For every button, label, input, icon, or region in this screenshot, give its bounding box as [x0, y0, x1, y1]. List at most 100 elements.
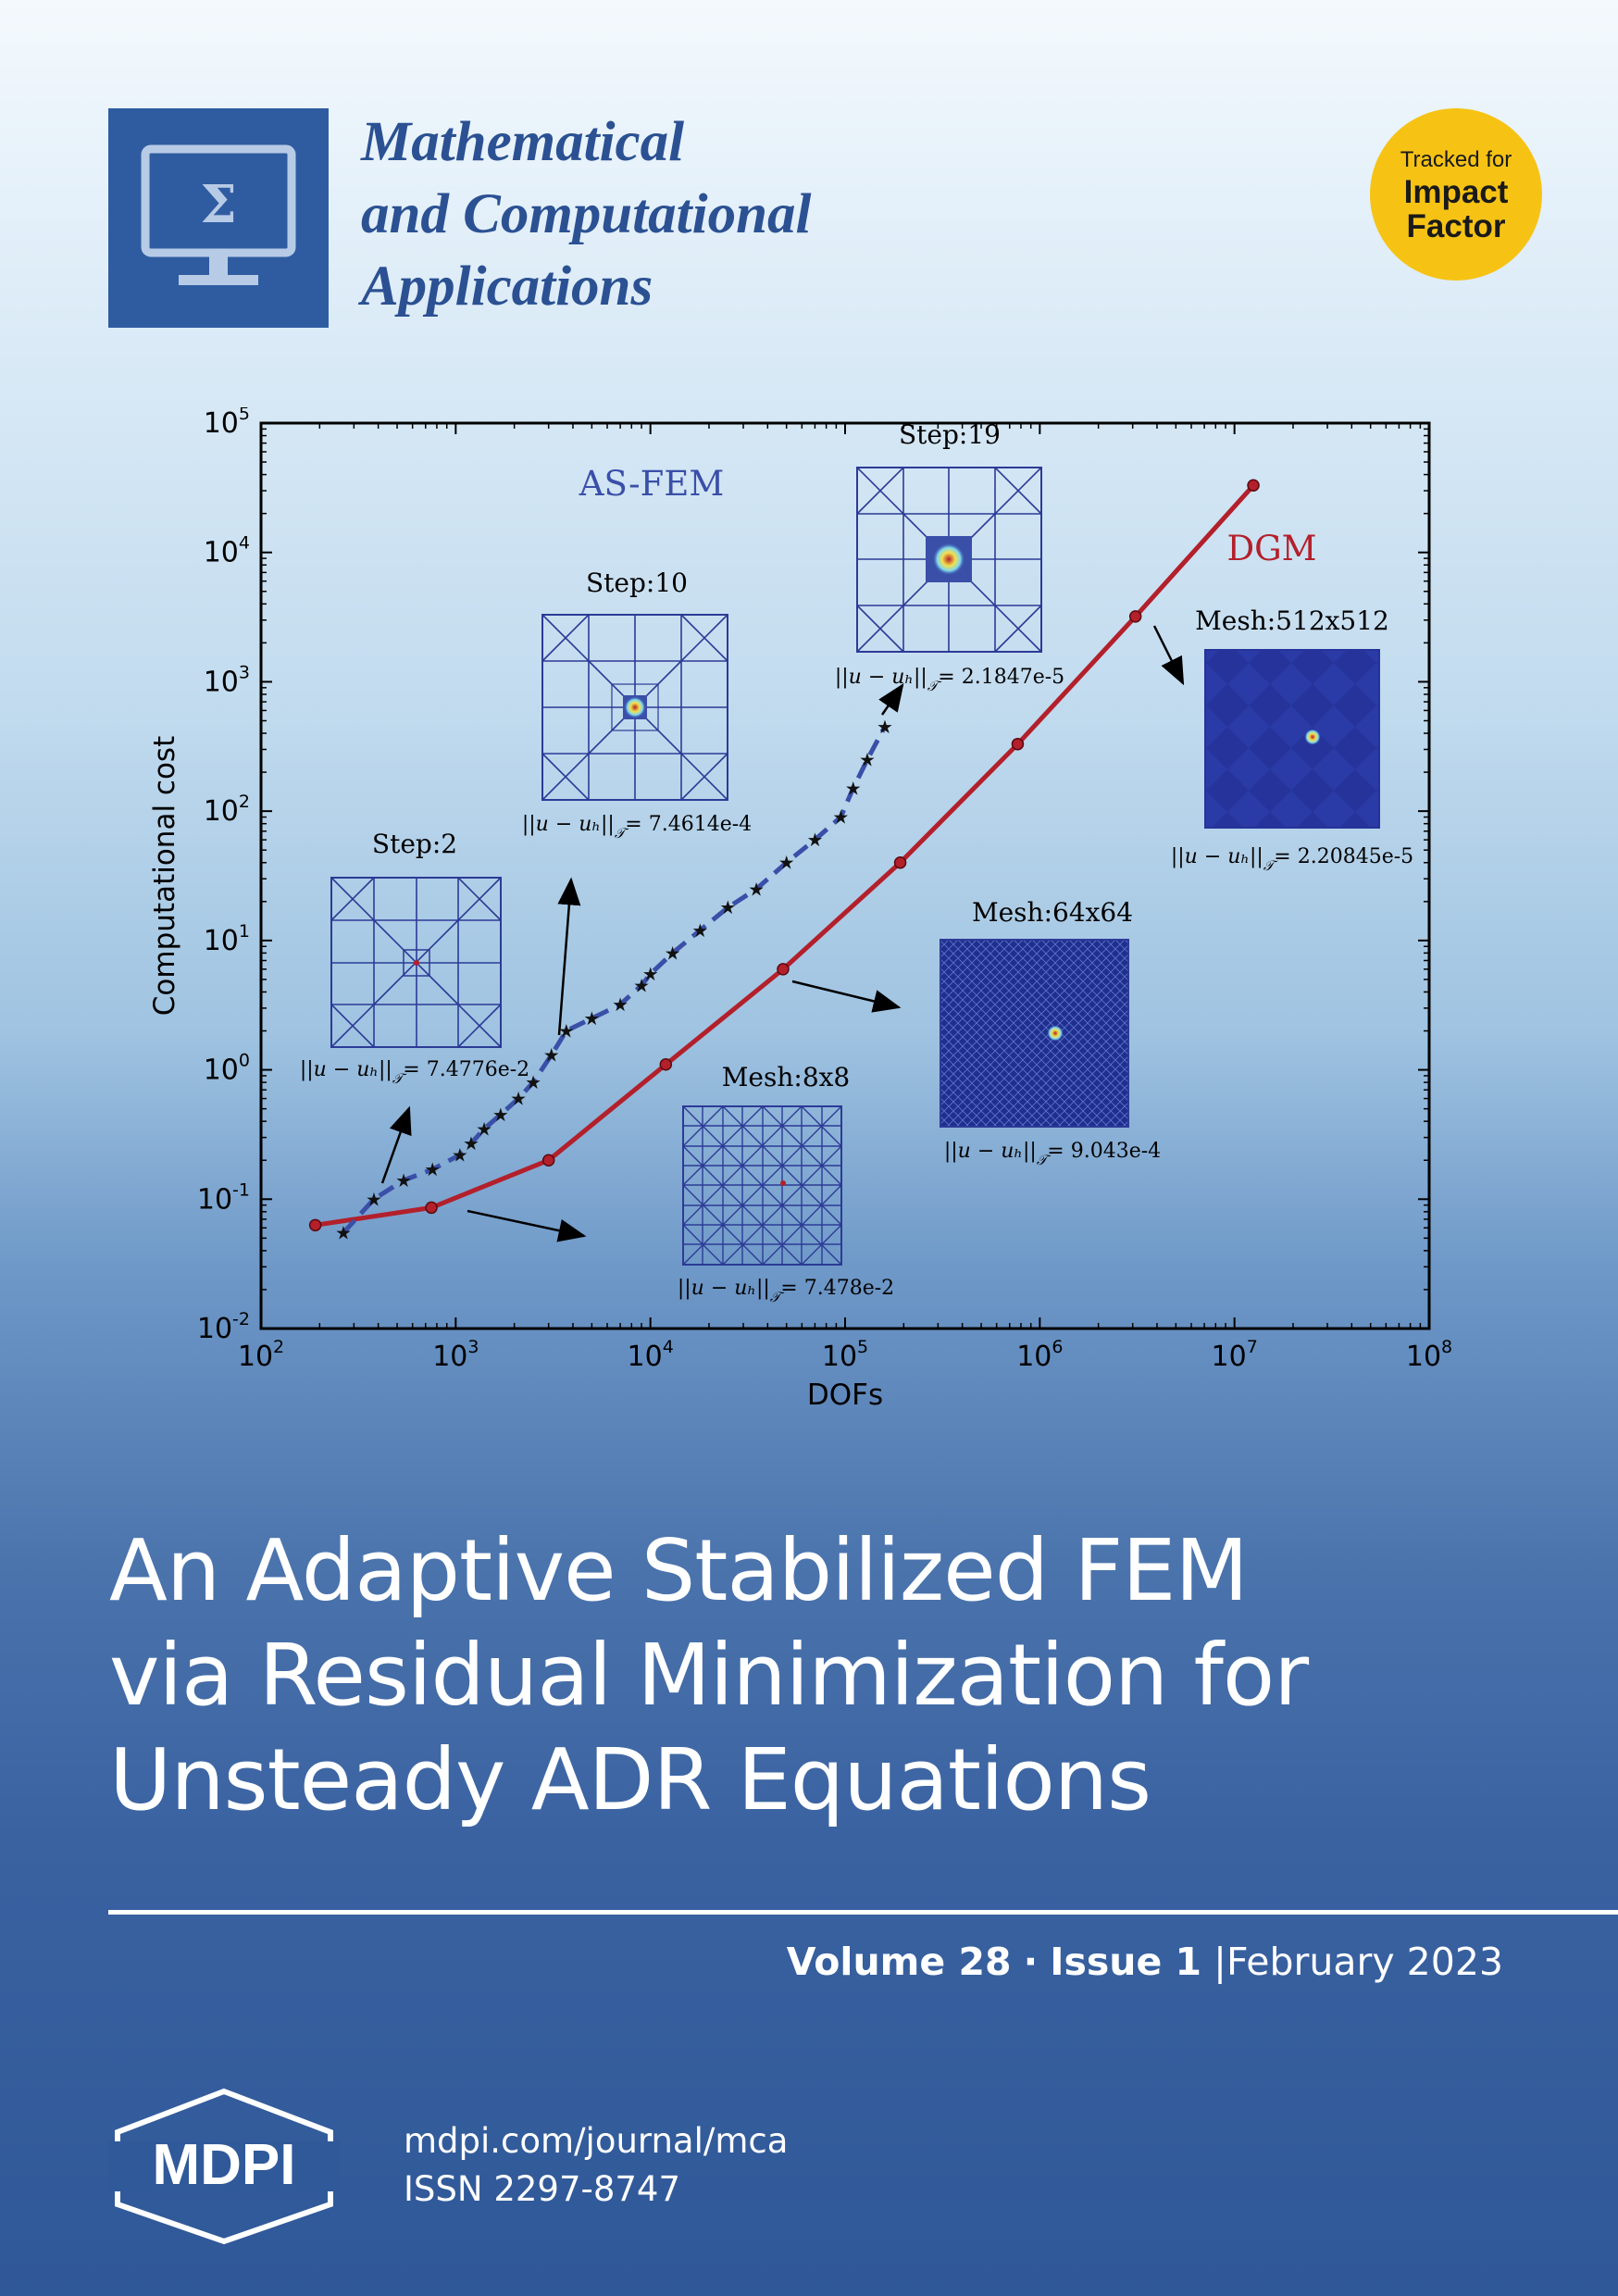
x-tick-exponent: 2: [273, 1337, 284, 1357]
inset-mesh-64x64: Mesh:64x64: [940, 897, 1133, 1128]
x-tick-label: 104: [628, 1337, 674, 1373]
inset-mesh-8x8: Mesh:8x8: [682, 1062, 851, 1266]
asfem-point: ★: [335, 1222, 352, 1244]
y-tick-label: 102: [204, 792, 250, 828]
asfem-point: ★: [452, 1143, 468, 1166]
asfem-point: ★: [525, 1071, 541, 1093]
asfem-point: ★: [492, 1104, 509, 1126]
mdpi-wordmark: MDPI: [153, 2133, 296, 2197]
asfem-point: ★: [877, 716, 893, 738]
x-tick-base: 10: [822, 1341, 857, 1373]
asfem-point: ★: [748, 878, 765, 900]
x-axis-label: DOFs: [807, 1379, 883, 1412]
inset-step-19: Step:19: [856, 419, 1042, 653]
error-equals: =: [403, 1058, 419, 1081]
issue-number: Issue 1: [1050, 1940, 1202, 1984]
arrow-step-10: [557, 877, 581, 1036]
x-tick-labels: 102 103 104 105 106 107 108: [238, 1337, 1452, 1373]
error-label: ||u − uₕ||𝒯= 2.20845e-5: [1171, 845, 1413, 874]
y-tick-label: 104: [204, 533, 250, 569]
y-axis-label: Computational cost: [148, 736, 181, 1016]
journal-logo: Σ: [108, 108, 329, 328]
asfem-point: ★: [395, 1169, 412, 1192]
asfem-point: ★: [642, 963, 659, 985]
series-label-dgm: DGM: [1226, 529, 1316, 568]
x-tick-label: 103: [432, 1337, 479, 1373]
y-tick-label: 10-2: [197, 1309, 250, 1345]
error-equals: =: [1274, 845, 1290, 868]
x-tick-exponent: 5: [857, 1337, 868, 1357]
dgm-point: [541, 1154, 555, 1167]
asfem-point: ★: [558, 1020, 575, 1042]
inset-title: Mesh:64x64: [972, 897, 1133, 928]
article-title-line: via Residual Minimization for: [109, 1626, 1309, 1725]
dgm-point: [893, 855, 907, 869]
inset-step-2: Step:2: [330, 829, 502, 1048]
error-norm: ||u − uₕ||: [678, 1277, 770, 1300]
article-title: An Adaptive Stabilized FEM via Residual …: [109, 1518, 1309, 1832]
x-tick-label: 106: [1016, 1337, 1063, 1373]
x-tick-base: 10: [432, 1341, 467, 1373]
inset-title: Mesh:512x512: [1195, 605, 1389, 636]
x-tick-label: 105: [822, 1337, 868, 1373]
error-label: ||u − uₕ||𝒯= 7.478e-2: [678, 1277, 894, 1305]
error-label: ||u − uₕ||𝒯= 7.4614e-4: [522, 813, 752, 842]
inset-title: Mesh:8x8: [722, 1062, 851, 1092]
mdpi-logo: MDPI: [108, 2088, 340, 2245]
asfem-point: ★: [665, 942, 681, 964]
y-tick-base: 10: [204, 666, 239, 698]
y-tick-base: 10: [204, 1054, 239, 1087]
y-tick-exponent: 2: [239, 792, 250, 812]
dgm-point: [425, 1201, 438, 1215]
y-tick-label: 100: [204, 1051, 250, 1087]
arrow-step-19: [878, 682, 904, 716]
asfem-point: ★: [845, 778, 862, 800]
y-tick-exponent: 0: [239, 1051, 250, 1071]
dgm-point: [308, 1218, 322, 1232]
badge-line: Impact Factor: [1370, 175, 1542, 243]
y-tick-exponent: 1: [239, 921, 250, 942]
badge-line: Impact: [1403, 174, 1509, 210]
journal-title-line: and Computational: [361, 183, 812, 245]
asfem-point: ★: [691, 919, 708, 942]
asfem-point: ★: [463, 1132, 479, 1154]
y-tick-exponent: -2: [232, 1309, 250, 1329]
error-equals: =: [625, 813, 641, 836]
x-tick-base: 10: [238, 1341, 273, 1373]
y-tick-base: 10: [204, 407, 239, 440]
error-norm: ||u − uₕ||: [300, 1058, 392, 1081]
y-tick-exponent: 4: [239, 533, 250, 554]
error-equals: =: [780, 1277, 797, 1300]
error-equals: =: [1047, 1140, 1064, 1163]
y-tick-base: 10: [204, 925, 239, 957]
error-value: 2.1847e-5: [955, 666, 1064, 689]
y-tick-label: 101: [204, 921, 250, 957]
axis-ticks: [260, 422, 1430, 1329]
error-norm: ||u − uₕ||: [835, 666, 927, 689]
asfem-point: ★: [859, 749, 876, 771]
asfem-point: ★: [366, 1188, 382, 1210]
y-tick-base: 10: [204, 537, 239, 569]
issn: ISSN 2297-8747: [404, 2169, 680, 2209]
x-tick-exponent: 4: [663, 1337, 674, 1357]
y-tick-label: 105: [204, 407, 250, 440]
journal-title-line: Mathematical: [361, 111, 685, 173]
series-label-asfem: AS-FEM: [579, 464, 725, 504]
annotation-arrows: [380, 625, 1185, 1242]
asfem-point: ★: [778, 852, 795, 874]
error-value: 7.4614e-4: [642, 813, 752, 836]
asfem-point: ★: [719, 896, 736, 918]
asfem-point: ★: [806, 829, 823, 851]
badge-line: Factor: [1406, 208, 1506, 244]
dgm-point: [1247, 479, 1260, 493]
x-tick-label: 107: [1212, 1337, 1258, 1373]
x-tick-label: 102: [238, 1337, 284, 1373]
journal-url: mdpi.com/journal/mca: [404, 2121, 789, 2161]
asfem-point: ★: [510, 1088, 527, 1110]
x-tick-base: 10: [1212, 1341, 1247, 1373]
x-tick-exponent: 6: [1052, 1337, 1063, 1357]
journal-title: Mathematical and Computational Applicati…: [361, 106, 811, 323]
article-title-line: Unsteady ADR Equations: [109, 1730, 1151, 1829]
y-tick-label: 10-1: [197, 1179, 250, 1216]
